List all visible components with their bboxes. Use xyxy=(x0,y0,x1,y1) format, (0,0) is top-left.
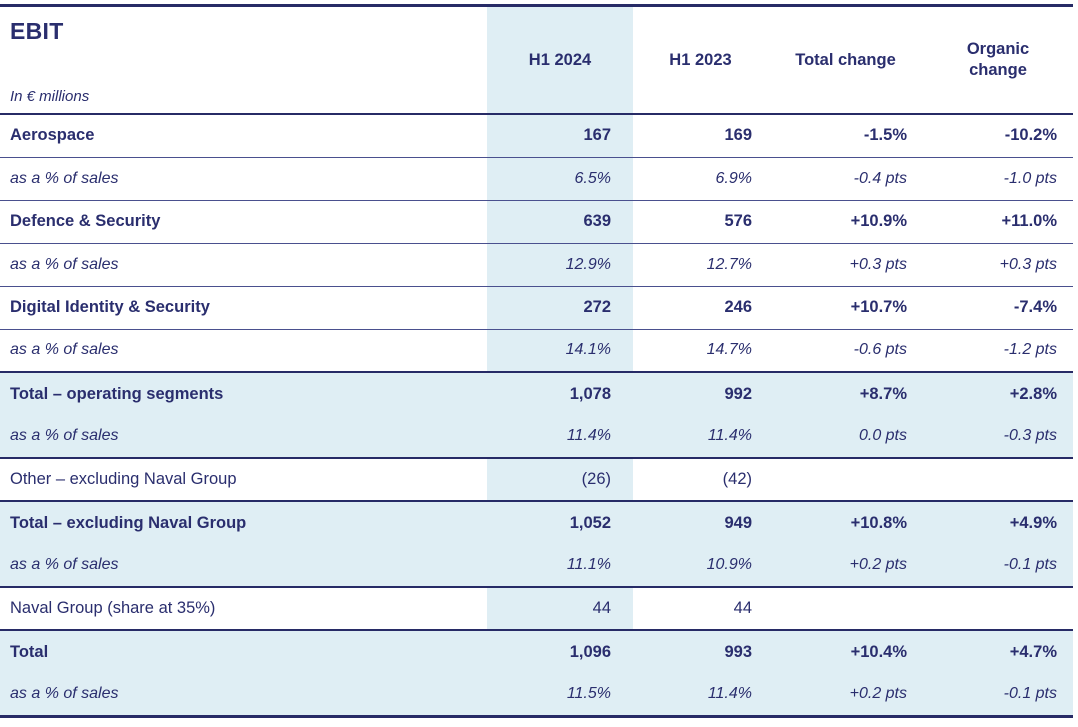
table-units-subtitle: In € millions xyxy=(10,88,90,106)
column-header-h1-2023: H1 2023 xyxy=(633,6,768,115)
cell-h1-2024: 167 xyxy=(487,114,633,157)
column-header-label: Organic change xyxy=(966,40,1030,79)
cell-h1-2023: 949 xyxy=(633,501,768,544)
row-label: as a % of sales xyxy=(0,544,487,587)
column-header-total-change: Total change xyxy=(768,6,923,115)
table-row: Defence & Security 639 576 +10.9% +11.0% xyxy=(0,200,1073,243)
table-row: as a % of sales 11.4% 11.4% 0.0 pts -0.3… xyxy=(0,415,1073,458)
cell-total-change xyxy=(768,458,923,501)
column-header-organic-change: Organic change xyxy=(923,6,1073,115)
cell-total-change: -0.6 pts xyxy=(853,341,907,359)
table-row: Other – excluding Naval Group (26) (42) xyxy=(0,458,1073,501)
row-label: Naval Group (share at 35%) xyxy=(10,599,216,618)
cell-h1-2023: 44 xyxy=(733,599,752,618)
table-row: as a % of sales 11.1% 10.9% +0.2 pts -0.… xyxy=(0,544,1073,587)
table-row: Aerospace 167 169 -1.5% -10.2% xyxy=(0,114,1073,157)
cell-organic-change: +0.3 pts xyxy=(999,255,1057,273)
cell-h1-2023: 992 xyxy=(633,372,768,415)
cell-h1-2023: 169 xyxy=(724,126,752,145)
cell-h1-2024: 14.1% xyxy=(487,329,633,372)
column-header-h1-2024: H1 2024 xyxy=(487,5,633,114)
cell-h1-2024: 12.9% xyxy=(487,243,633,286)
row-label: as a % of sales xyxy=(10,169,119,187)
cell-total-change: 0.0 pts xyxy=(768,415,923,458)
cell-total-change: +10.9% xyxy=(850,212,907,231)
table-row: Naval Group (share at 35%) 44 44 xyxy=(0,587,1073,630)
cell-h1-2024: 11.1% xyxy=(487,544,633,587)
cell-organic-change: -0.3 pts xyxy=(923,415,1073,458)
cell-h1-2024: 1,078 xyxy=(487,372,633,415)
row-label: Digital Identity & Security xyxy=(10,298,210,317)
row-label: Aerospace xyxy=(10,126,95,145)
cell-h1-2024: 1,052 xyxy=(487,501,633,544)
table-row: Total – operating segments 1,078 992 +8.… xyxy=(0,372,1073,415)
table-title-cell: EBIT In € millions xyxy=(0,6,487,115)
cell-total-change: +8.7% xyxy=(768,372,923,415)
cell-organic-change: -7.4% xyxy=(1013,298,1057,317)
cell-h1-2023: 576 xyxy=(724,212,752,231)
cell-h1-2024: 639 xyxy=(487,200,633,243)
cell-organic-change: -1.2 pts xyxy=(1003,341,1057,359)
cell-h1-2023: 14.7% xyxy=(706,341,752,359)
cell-organic-change: +4.7% xyxy=(923,630,1073,673)
cell-h1-2023: 11.4% xyxy=(633,673,768,716)
cell-h1-2024: (26) xyxy=(487,458,633,501)
cell-organic-change: +11.0% xyxy=(1001,212,1057,231)
table-row: as a % of sales 14.1% 14.7% -0.6 pts -1.… xyxy=(0,329,1073,372)
cell-h1-2023: 12.7% xyxy=(706,255,752,273)
row-label: Defence & Security xyxy=(10,212,161,231)
cell-h1-2023: (42) xyxy=(722,470,752,489)
column-header-label: Total change xyxy=(795,50,896,69)
cell-total-change: +0.2 pts xyxy=(768,673,923,716)
cell-organic-change: -10.2% xyxy=(1004,126,1057,145)
cell-h1-2024: 6.5% xyxy=(487,157,633,200)
row-label: Total – operating segments xyxy=(0,372,487,415)
table-row: Digital Identity & Security 272 246 +10.… xyxy=(0,286,1073,329)
cell-total-change xyxy=(768,587,923,630)
row-label: as a % of sales xyxy=(10,255,119,273)
cell-h1-2023: 11.4% xyxy=(633,415,768,458)
cell-h1-2023: 246 xyxy=(724,298,752,317)
cell-organic-change: +4.9% xyxy=(923,501,1073,544)
cell-total-change: +0.2 pts xyxy=(768,544,923,587)
table-row: as a % of sales 12.9% 12.7% +0.3 pts +0.… xyxy=(0,243,1073,286)
cell-organic-change: +2.8% xyxy=(923,372,1073,415)
cell-total-change: +10.7% xyxy=(850,298,907,317)
cell-h1-2023: 10.9% xyxy=(633,544,768,587)
column-header-label: H1 2023 xyxy=(669,50,732,69)
header-row: EBIT In € millions H1 2024 H1 2023 Total… xyxy=(0,5,1073,115)
cell-h1-2024: 11.5% xyxy=(487,673,633,716)
ebit-table: EBIT In € millions H1 2024 H1 2023 Total… xyxy=(0,4,1073,718)
row-label: Total – excluding Naval Group xyxy=(0,501,487,544)
table-row: as a % of sales 11.5% 11.4% +0.2 pts -0.… xyxy=(0,673,1073,716)
row-label: Total xyxy=(0,630,487,673)
cell-organic-change xyxy=(923,458,1073,501)
cell-h1-2024: 272 xyxy=(487,286,633,329)
table-row: Total 1,096 993 +10.4% +4.7% xyxy=(0,630,1073,673)
cell-h1-2024: 1,096 xyxy=(487,630,633,673)
cell-total-change: +10.8% xyxy=(768,501,923,544)
cell-h1-2023: 993 xyxy=(633,630,768,673)
row-label: Other – excluding Naval Group xyxy=(10,470,237,489)
cell-total-change: +10.4% xyxy=(768,630,923,673)
cell-h1-2024: 11.4% xyxy=(487,415,633,458)
cell-total-change: -0.4 pts xyxy=(853,169,907,187)
row-label: as a % of sales xyxy=(0,673,487,716)
cell-organic-change: -0.1 pts xyxy=(923,673,1073,716)
table-row: Total – excluding Naval Group 1,052 949 … xyxy=(0,501,1073,544)
cell-organic-change: -1.0 pts xyxy=(1003,169,1057,187)
table-row: as a % of sales 6.5% 6.9% -0.4 pts -1.0 … xyxy=(0,157,1073,200)
cell-total-change: -1.5% xyxy=(863,126,907,145)
cell-h1-2024: 44 xyxy=(487,587,633,630)
cell-organic-change xyxy=(923,587,1073,630)
column-header-label: H1 2024 xyxy=(528,50,592,69)
cell-total-change: +0.3 pts xyxy=(849,255,907,273)
page-title: EBIT xyxy=(10,18,64,44)
cell-organic-change: -0.1 pts xyxy=(923,544,1073,587)
row-label: as a % of sales xyxy=(10,341,119,359)
row-label: as a % of sales xyxy=(0,415,487,458)
cell-h1-2023: 6.9% xyxy=(715,169,752,187)
